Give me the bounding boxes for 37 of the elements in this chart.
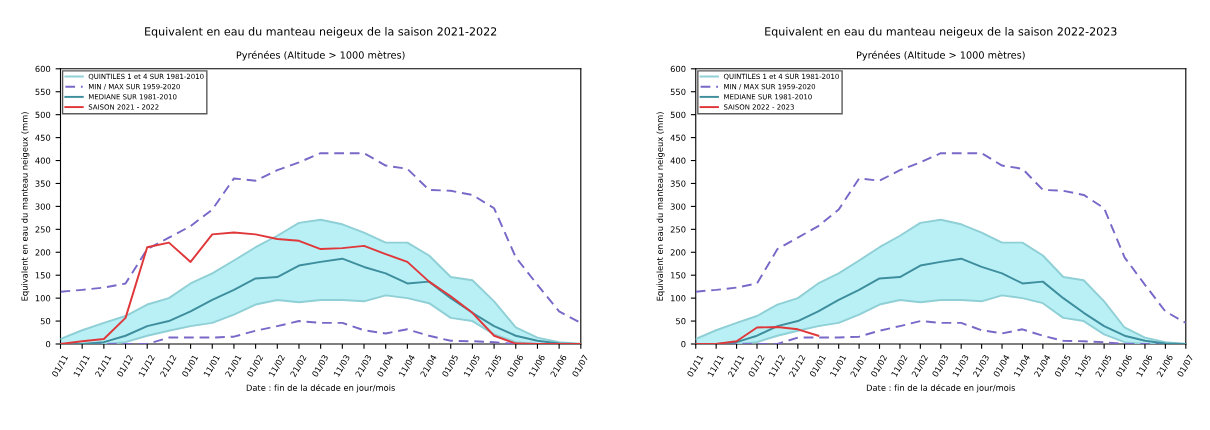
y-tick-label: 400 (670, 157, 686, 164)
y-axis-title: Equivalent en eau du manteau neigeux (mm) (656, 112, 665, 301)
line-series (695, 152, 1186, 324)
y-tick-label: 300 (670, 203, 686, 210)
line-series (695, 326, 820, 344)
y-tick-label: 250 (670, 226, 686, 233)
y-tick-label: 150 (35, 272, 51, 279)
y-tick-label: 500 (670, 111, 686, 118)
y-tick-label: 100 (35, 295, 51, 302)
y-axis-title: Equivalent en eau du manteau neigeux (mm) (21, 112, 30, 301)
chart-subtitle: Pyrénées (Altitude > 1000 mètres) (236, 50, 405, 61)
y-tick-label: 350 (35, 180, 51, 187)
y-tick-label: 150 (671, 272, 686, 279)
x-axis-title: Date : fin de la décade en jour/mois (246, 384, 395, 393)
y-tick-label: 300 (35, 203, 51, 210)
y-tick-label: 600 (670, 65, 686, 73)
chart-title: Equivalent en eau du manteau neigeux de la saison 2022-2023 (765, 27, 1117, 38)
y-tick-label: 450 (670, 134, 686, 141)
y-tick-label: 400 (35, 157, 51, 164)
y-tick-label: 600 (35, 65, 51, 73)
y-tick-label: 200 (670, 249, 686, 256)
line-series (60, 152, 581, 324)
chart-title: Equivalent en eau du manteau neigeux de la saison 2021-2022 (145, 27, 497, 38)
y-tick-label: 350 (670, 180, 686, 187)
y-tick-label: 250 (35, 226, 51, 233)
y-tick-label: 100 (671, 295, 686, 302)
y-tick-label: 550 (670, 88, 686, 96)
y-tick-label: 0 (681, 340, 686, 348)
chart-subtitle: Pyrénées (Altitude > 1000 mètres) (856, 50, 1025, 61)
y-tick-label: 0 (46, 340, 51, 348)
x-axis-title: Date : fin de la décade en jour/mois (866, 384, 1016, 393)
y-tick-label: 450 (35, 134, 51, 141)
y-tick-label: 50 (676, 318, 686, 325)
y-tick-label: 200 (35, 249, 51, 256)
y-tick-label: 550 (35, 88, 51, 96)
y-tick-label: 500 (35, 111, 51, 118)
y-tick-label: 50 (40, 318, 51, 325)
